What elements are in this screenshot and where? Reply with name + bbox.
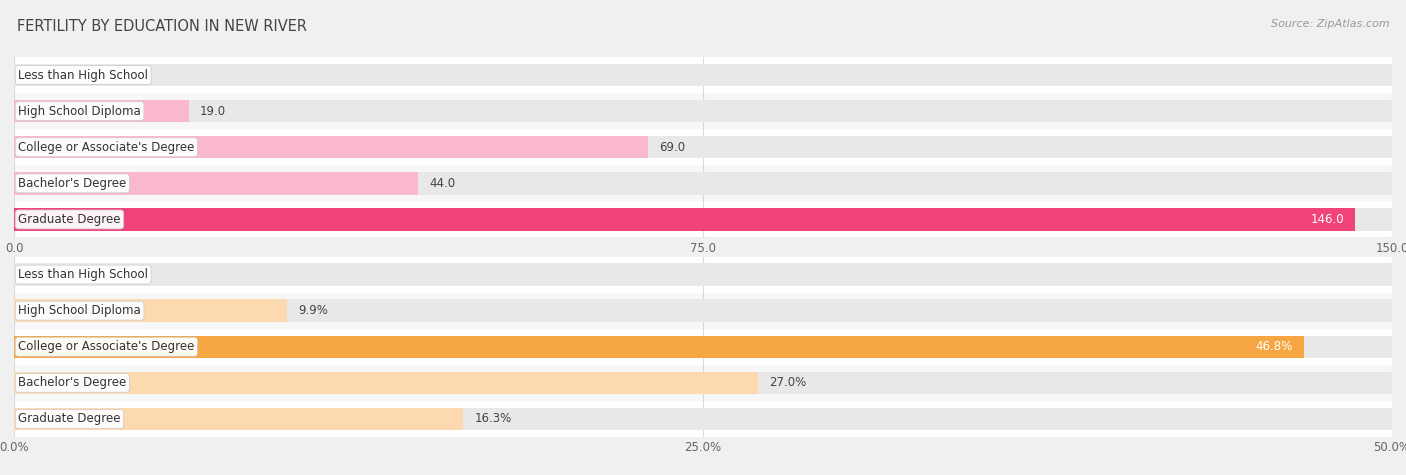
Text: Less than High School: Less than High School xyxy=(18,68,148,82)
Bar xyxy=(14,165,1392,201)
Bar xyxy=(14,64,1392,86)
Bar xyxy=(14,365,1392,401)
Text: 16.3%: 16.3% xyxy=(474,412,512,426)
Bar xyxy=(14,208,1355,231)
Bar xyxy=(14,371,758,394)
Bar xyxy=(14,57,1392,93)
Bar xyxy=(14,293,1392,329)
Bar xyxy=(14,329,1392,365)
Bar xyxy=(14,335,1392,358)
Text: 0.0%: 0.0% xyxy=(25,268,55,281)
Bar xyxy=(14,136,1392,159)
Bar xyxy=(14,408,463,430)
Bar xyxy=(14,172,418,195)
Text: High School Diploma: High School Diploma xyxy=(18,304,141,317)
Bar xyxy=(14,201,1392,238)
Text: 19.0: 19.0 xyxy=(200,104,226,118)
Text: 0.0: 0.0 xyxy=(25,68,44,82)
Text: 27.0%: 27.0% xyxy=(769,376,807,390)
Bar xyxy=(14,208,1392,231)
Text: Graduate Degree: Graduate Degree xyxy=(18,213,121,226)
Text: Bachelor's Degree: Bachelor's Degree xyxy=(18,177,127,190)
Bar xyxy=(14,256,1392,293)
Text: High School Diploma: High School Diploma xyxy=(18,104,141,118)
Text: FERTILITY BY EDUCATION IN NEW RIVER: FERTILITY BY EDUCATION IN NEW RIVER xyxy=(17,19,307,34)
Bar xyxy=(14,100,188,123)
Bar xyxy=(14,100,1392,123)
Bar xyxy=(14,408,1392,430)
Text: Bachelor's Degree: Bachelor's Degree xyxy=(18,376,127,390)
Bar xyxy=(14,129,1392,165)
Bar xyxy=(14,401,1392,437)
Text: 146.0: 146.0 xyxy=(1310,213,1344,226)
Text: 69.0: 69.0 xyxy=(659,141,685,154)
Text: Source: ZipAtlas.com: Source: ZipAtlas.com xyxy=(1271,19,1389,29)
Bar xyxy=(14,299,1392,322)
Text: 46.8%: 46.8% xyxy=(1256,340,1292,353)
Bar xyxy=(14,263,1392,286)
Text: Less than High School: Less than High School xyxy=(18,268,148,281)
Text: College or Associate's Degree: College or Associate's Degree xyxy=(18,340,194,353)
Bar xyxy=(14,371,1392,394)
Bar xyxy=(14,172,1392,195)
Bar xyxy=(14,93,1392,129)
Text: Graduate Degree: Graduate Degree xyxy=(18,412,121,426)
Text: 44.0: 44.0 xyxy=(429,177,456,190)
Bar xyxy=(14,136,648,159)
Bar xyxy=(14,299,287,322)
Bar xyxy=(14,335,1303,358)
Text: 9.9%: 9.9% xyxy=(298,304,328,317)
Text: College or Associate's Degree: College or Associate's Degree xyxy=(18,141,194,154)
